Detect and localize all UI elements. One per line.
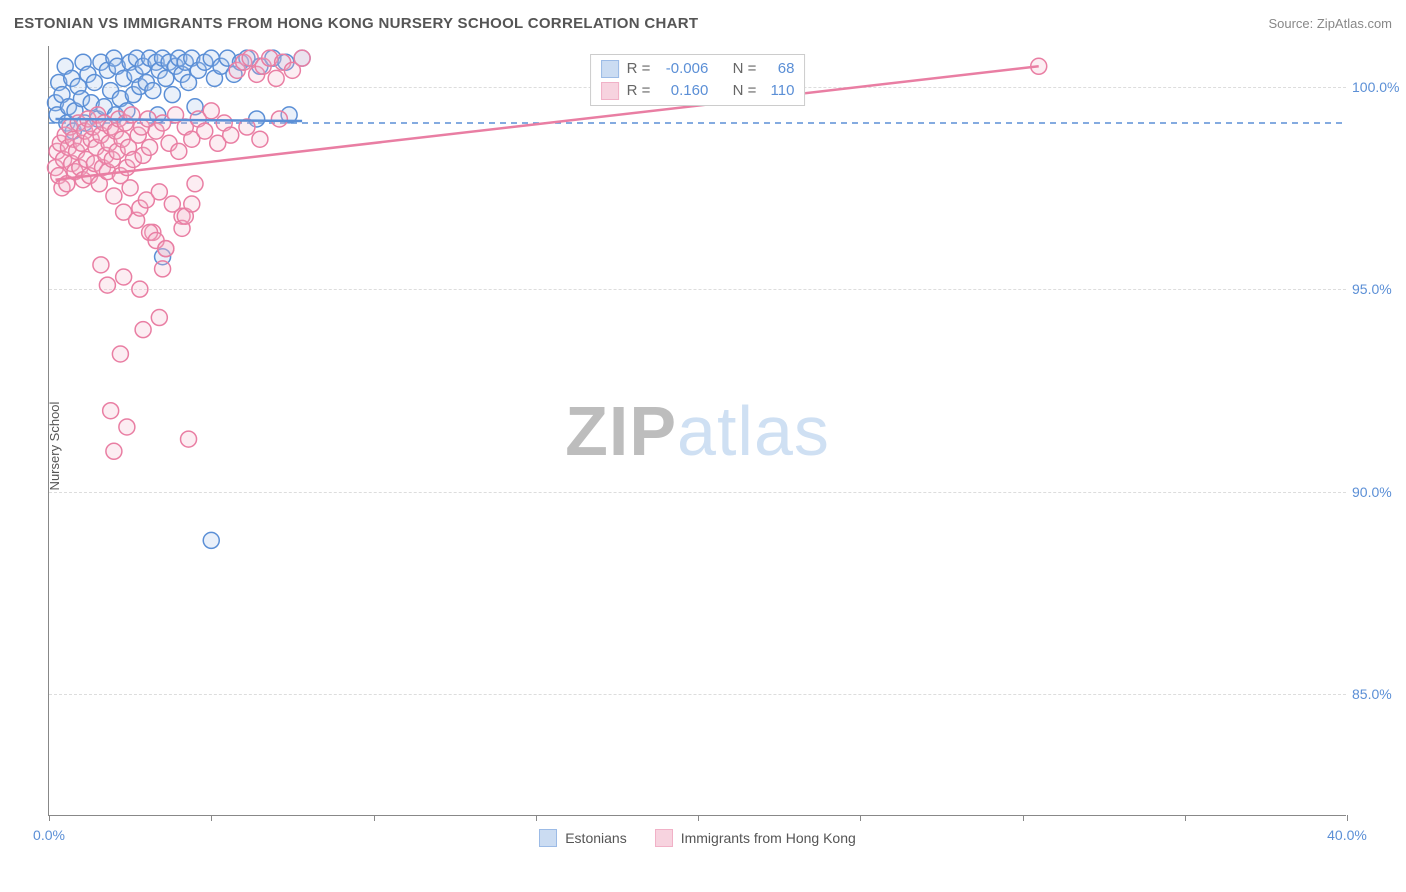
y-tick-label: 95.0% xyxy=(1352,281,1406,297)
stats-row-estonians: R = -0.006 N = 68 xyxy=(601,58,795,80)
stat-n-value: 110 xyxy=(764,80,794,102)
data-point-estonians xyxy=(203,532,219,548)
data-point-hongkong xyxy=(99,277,115,293)
data-point-hongkong xyxy=(197,123,213,139)
plot-area: ZIPatlas R =-0.006 N =68R =0.160 N =110 … xyxy=(48,46,1346,816)
data-point-hongkong xyxy=(203,103,219,119)
data-point-hongkong xyxy=(181,431,197,447)
x-tick xyxy=(860,815,861,821)
y-tick-label: 85.0% xyxy=(1352,686,1406,702)
legend-swatch-icon xyxy=(539,829,557,847)
data-point-hongkong xyxy=(112,346,128,362)
legend-swatch-icon xyxy=(601,60,619,78)
legend-item-estonians: Estonians xyxy=(539,829,626,847)
data-point-hongkong xyxy=(294,50,310,66)
legend-swatch-icon xyxy=(655,829,673,847)
x-tick xyxy=(49,815,50,821)
stat-n-label: N = xyxy=(733,58,757,80)
scatter-svg xyxy=(49,46,1346,815)
source-label: Source: ZipAtlas.com xyxy=(1268,16,1392,31)
x-tick-label: 40.0% xyxy=(1327,827,1367,843)
data-point-hongkong xyxy=(106,443,122,459)
data-point-hongkong xyxy=(184,196,200,212)
data-point-hongkong xyxy=(268,70,284,86)
stats-row-hongkong: R = 0.160 N = 110 xyxy=(601,80,795,102)
stat-n-label: N = xyxy=(733,80,757,102)
y-tick-label: 90.0% xyxy=(1352,484,1406,500)
data-point-hongkong xyxy=(223,127,239,143)
stat-r-value: 0.160 xyxy=(658,80,708,102)
data-point-estonians xyxy=(145,83,161,99)
x-tick xyxy=(1347,815,1348,821)
chart-title: ESTONIAN VS IMMIGRANTS FROM HONG KONG NU… xyxy=(14,15,698,32)
x-tick xyxy=(1185,815,1186,821)
legend-swatch-icon xyxy=(601,82,619,100)
data-point-hongkong xyxy=(171,143,187,159)
data-point-hongkong xyxy=(132,281,148,297)
x-tick xyxy=(1023,815,1024,821)
data-point-estonians xyxy=(86,74,102,90)
data-point-hongkong xyxy=(155,261,171,277)
x-tick xyxy=(211,815,212,821)
x-tick xyxy=(536,815,537,821)
data-point-hongkong xyxy=(103,403,119,419)
data-point-hongkong xyxy=(122,180,138,196)
stat-r-value: -0.006 xyxy=(658,58,708,80)
legend-item-hongkong: Immigrants from Hong Kong xyxy=(655,829,856,847)
x-tick xyxy=(698,815,699,821)
x-tick-label: 0.0% xyxy=(33,827,65,843)
data-point-hongkong xyxy=(151,310,167,326)
data-point-hongkong xyxy=(271,111,287,127)
stat-r-label: R = xyxy=(627,80,651,102)
x-tick xyxy=(374,815,375,821)
stat-n-value: 68 xyxy=(764,58,794,80)
data-point-hongkong xyxy=(106,188,122,204)
data-point-hongkong xyxy=(119,419,135,435)
data-point-hongkong xyxy=(252,131,268,147)
stats-box: R = -0.006 N = 68 R = 0.160 N = 110 xyxy=(590,54,806,106)
data-point-hongkong xyxy=(187,176,203,192)
data-point-hongkong xyxy=(93,257,109,273)
data-point-hongkong xyxy=(158,241,174,257)
data-point-hongkong xyxy=(142,139,158,155)
y-tick-label: 100.0% xyxy=(1352,79,1406,95)
data-point-estonians xyxy=(164,87,180,103)
stat-r-label: R = xyxy=(627,58,651,80)
legend-label: Immigrants from Hong Kong xyxy=(681,830,856,846)
data-point-hongkong xyxy=(116,269,132,285)
legend-label: Estonians xyxy=(565,830,626,846)
bottom-legend: Estonians Immigrants from Hong Kong xyxy=(49,829,1346,847)
data-point-hongkong xyxy=(151,184,167,200)
data-point-hongkong xyxy=(135,322,151,338)
